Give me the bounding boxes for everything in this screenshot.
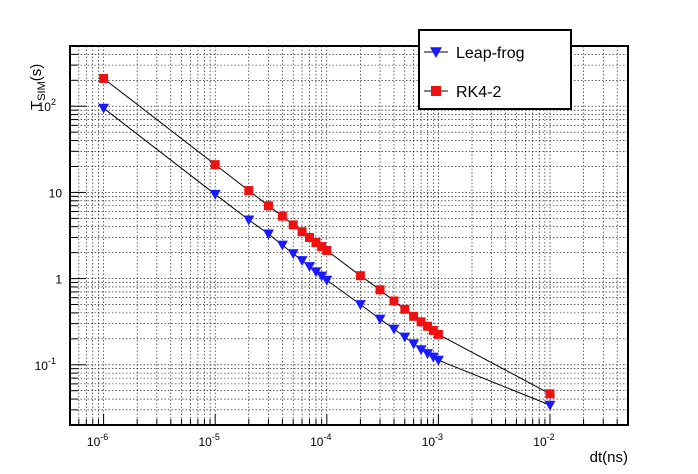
marker-leapfrog-point	[262, 229, 274, 240]
marker-leapfrog-point	[321, 275, 333, 286]
tick-base: 10	[38, 100, 52, 114]
legend-label-leapfrog: Leap-frog	[456, 45, 525, 62]
marker-rk4-point	[433, 329, 443, 339]
marker-leapfrog-point	[388, 324, 400, 335]
marker-leapfrog-point	[422, 349, 434, 360]
tick-base: 10	[533, 435, 547, 449]
legend: Leap-frog RK4-2	[418, 29, 572, 110]
marker-rk4-point	[288, 220, 298, 230]
marker-leapfrog-point	[310, 267, 322, 278]
legend-marker-leapfrog	[430, 47, 442, 58]
marker-leapfrog-point	[354, 300, 366, 311]
tick-base: 10	[199, 435, 213, 449]
marker-leapfrog-point	[276, 240, 288, 251]
tick-base: 10	[35, 359, 49, 373]
marker-rk4-point	[311, 238, 321, 248]
legend-box	[418, 29, 572, 110]
y-tick-label: 1	[55, 273, 62, 287]
x-tick-label: 10-2	[533, 432, 554, 449]
marker-leapfrog-point	[304, 262, 316, 273]
marker-rk4-point	[428, 325, 438, 335]
legend-label-rk4: RK4-2	[456, 84, 501, 101]
series-markers	[98, 73, 556, 411]
marker-leapfrog-point	[544, 400, 556, 411]
marker-rk4-point	[400, 304, 410, 314]
x-tick-labels: 10-6 10-5 10-4 10-3 10-2	[87, 432, 555, 449]
tick-base: 10	[87, 435, 101, 449]
tick-base: 10	[422, 435, 436, 449]
marker-rk4-point	[545, 389, 555, 399]
x-axis-label: dt(ns)	[590, 449, 628, 466]
marker-rk4-point	[244, 186, 254, 196]
marker-leapfrog-point	[432, 355, 444, 366]
marker-rk4-point	[317, 242, 327, 252]
marker-leapfrog-point	[374, 314, 386, 325]
marker-leapfrog-point	[408, 339, 420, 350]
x-tick-label: 10-6	[87, 432, 108, 449]
marker-rk4-point	[389, 296, 399, 306]
marker-rk4-point	[375, 285, 385, 295]
y-axis-label-main: T	[28, 101, 45, 110]
y-tick-label: 10	[49, 186, 63, 200]
marker-leapfrog-point	[209, 189, 221, 200]
marker-rk4-point	[277, 211, 287, 221]
x-tick-label: 10-4	[310, 432, 331, 449]
marker-leapfrog-point	[316, 271, 328, 282]
y-axis-label-unit: (s)	[28, 64, 45, 82]
tick-base: 1	[55, 273, 62, 287]
tick-exponent: -3	[435, 432, 443, 442]
legend-marker-rk4	[431, 86, 441, 96]
x-tick-label: 10-5	[199, 432, 220, 449]
marker-leapfrog-point	[427, 352, 439, 363]
plot-frame	[69, 45, 629, 426]
marker-rk4-point	[263, 201, 273, 211]
tick-base: 10	[310, 435, 324, 449]
marker-rk4-point	[355, 271, 365, 281]
tick-exponent: -4	[323, 432, 331, 442]
marker-rk4-point	[409, 311, 419, 321]
tick-exponent: -2	[547, 432, 555, 442]
y-tick-label: 102	[38, 97, 56, 114]
y-tick-label: 10-1	[35, 356, 56, 373]
tick-base: 10	[49, 186, 63, 200]
tick-exponent: -1	[48, 356, 56, 366]
marker-rk4-point	[322, 245, 332, 255]
marker-rk4-point	[99, 73, 109, 83]
x-tick-label: 10-3	[422, 432, 443, 449]
marker-leapfrog-point	[415, 345, 427, 356]
marker-leapfrog-point	[287, 249, 299, 260]
marker-leapfrog-point	[296, 256, 308, 267]
tick-exponent: -5	[212, 432, 220, 442]
marker-rk4-point	[297, 227, 307, 237]
tick-exponent: -6	[100, 432, 108, 442]
axis-ticks	[69, 45, 629, 426]
y-axis-label-subscript: SIM	[36, 81, 48, 101]
y-axis-label: TSIM(s)	[28, 64, 48, 110]
marker-rk4-point	[423, 321, 433, 331]
marker-rk4-point	[305, 232, 315, 242]
marker-leapfrog-point	[243, 215, 255, 226]
marker-leapfrog-point	[399, 332, 411, 343]
tick-exponent: 2	[51, 97, 56, 107]
marker-leapfrog-point	[98, 103, 110, 114]
marker-rk4-point	[416, 317, 426, 327]
marker-rk4-point	[210, 160, 220, 170]
